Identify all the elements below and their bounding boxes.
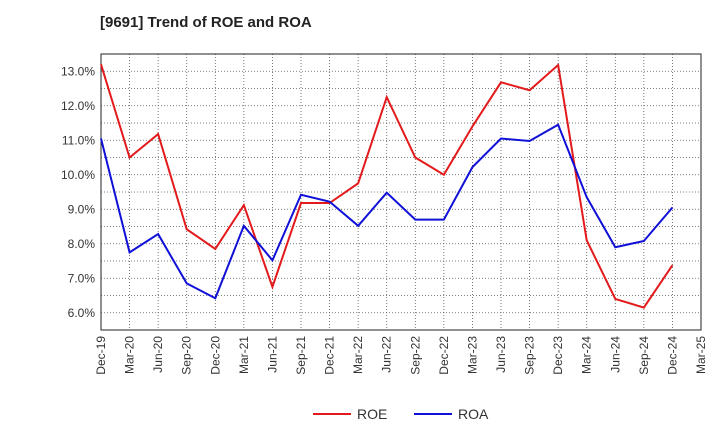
x-tick-label: Mar-20 [123, 336, 137, 374]
x-tick-label: Mar-25 [694, 336, 708, 374]
chart-title: [9691] Trend of ROE and ROA [100, 14, 312, 31]
x-tick-label: Jun-21 [265, 336, 279, 373]
y-tick-label: 11.0% [62, 133, 95, 147]
y-tick-label: 13.0% [61, 64, 95, 78]
x-tick-label: Mar-23 [465, 336, 479, 374]
x-tick-label: Dec-24 [665, 336, 679, 375]
x-tick-label: Mar-22 [351, 336, 365, 374]
y-tick-label: 9.0% [68, 202, 96, 216]
series-line-roe [100, 63, 674, 309]
plot-frame [100, 53, 702, 331]
y-tick-label: 8.0% [68, 237, 96, 251]
y-tick-label: 7.0% [68, 271, 96, 285]
x-tick-label: Jun-22 [380, 336, 394, 373]
y-tick-label: 12.0% [61, 99, 95, 113]
x-tick-label: Sep-21 [294, 336, 308, 375]
y-tick-label: 6.0% [68, 306, 96, 320]
y-tick-label: 10.0% [61, 168, 95, 182]
x-tick-label: Dec-20 [208, 336, 222, 375]
x-tick-label: Jun-24 [608, 336, 622, 373]
legend-label-roe: ROE [357, 406, 387, 422]
x-tick-label: Sep-24 [637, 336, 651, 375]
x-tick-label: Dec-19 [94, 336, 108, 375]
x-tick-label: Sep-23 [523, 336, 537, 375]
series-line-roa [100, 123, 674, 300]
x-tick-label: Mar-21 [237, 336, 251, 374]
x-tick-label: Dec-21 [323, 336, 337, 375]
x-tick-label: Sep-22 [408, 336, 422, 375]
legend-label-roa: ROA [458, 406, 489, 422]
x-tick-label: Dec-23 [551, 336, 565, 375]
x-tick-label: Sep-20 [180, 336, 194, 375]
x-tick-label: Dec-22 [437, 336, 451, 375]
x-tick-label: Jun-20 [151, 336, 165, 373]
x-tick-label: Mar-24 [580, 336, 594, 374]
x-tick-label: Jun-23 [494, 336, 508, 373]
